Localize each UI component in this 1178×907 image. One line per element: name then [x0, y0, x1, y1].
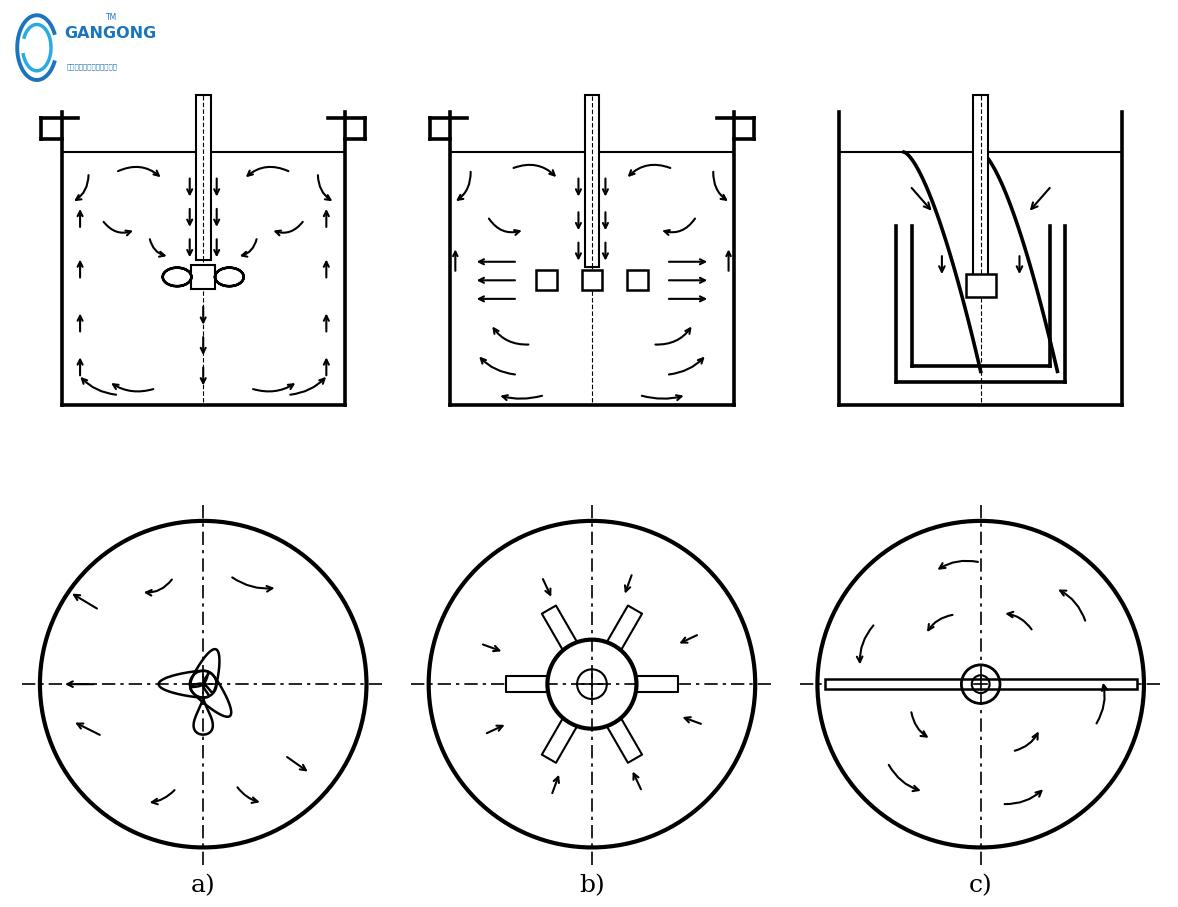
Bar	[196, 94, 211, 260]
Bar	[582, 270, 602, 290]
Bar	[628, 270, 648, 290]
Bar	[536, 270, 556, 290]
Polygon shape	[505, 676, 548, 692]
Bar	[973, 94, 988, 280]
Text: 赣工科技（东莞）有限公司: 赣工科技（东莞）有限公司	[66, 63, 118, 70]
Polygon shape	[607, 718, 642, 763]
Text: c): c)	[968, 874, 993, 897]
Text: TM: TM	[106, 13, 117, 22]
Text: b): b)	[580, 874, 604, 897]
Bar	[966, 274, 995, 297]
Polygon shape	[542, 718, 577, 763]
Bar	[584, 94, 600, 267]
Bar	[191, 265, 216, 288]
Polygon shape	[542, 606, 577, 649]
Polygon shape	[636, 676, 679, 692]
Text: a): a)	[191, 874, 216, 897]
Text: GANGONG: GANGONG	[64, 26, 157, 41]
Polygon shape	[607, 606, 642, 649]
Bar	[825, 679, 1137, 689]
